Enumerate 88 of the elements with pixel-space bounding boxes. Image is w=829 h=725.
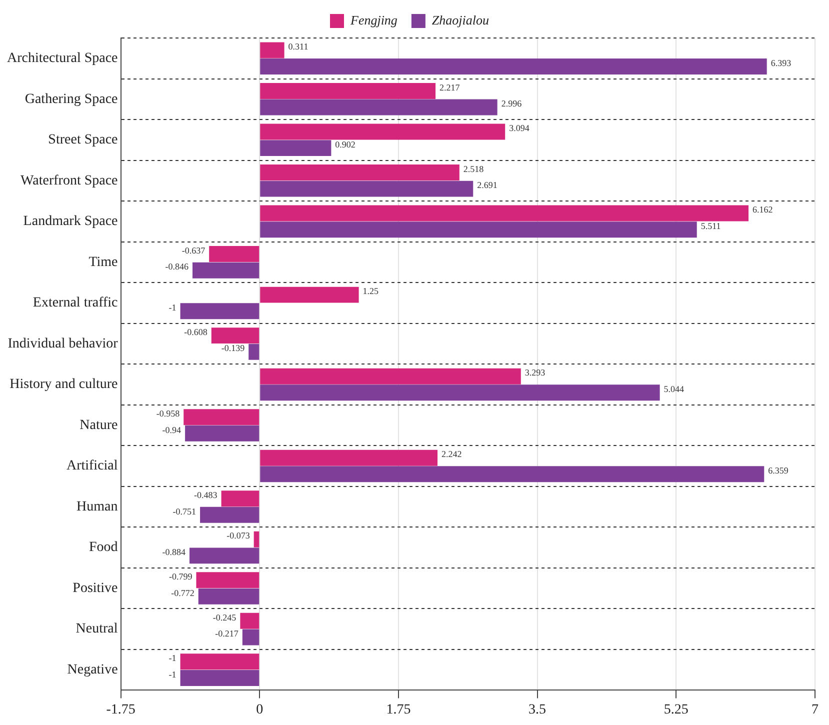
data-label: -0.245 — [212, 612, 237, 622]
data-label: -0.799 — [168, 572, 193, 582]
data-label: -0.772 — [171, 588, 194, 598]
bar — [260, 124, 506, 140]
data-label: 3.094 — [509, 123, 530, 134]
data-label: 2.996 — [501, 98, 522, 109]
data-label: -0.073 — [226, 530, 250, 541]
data-label: -0.483 — [194, 490, 218, 500]
data-label: 2.217 — [440, 82, 460, 92]
bar — [242, 629, 260, 646]
y-tick-label: Time — [88, 254, 118, 270]
data-label: 3.293 — [524, 368, 546, 378]
data-label: -1 — [168, 669, 176, 680]
bar — [192, 262, 260, 278]
y-tick-label: Food — [88, 540, 118, 556]
y-tick-label: External traffic — [32, 296, 118, 311]
y-tick-label: Nature — [80, 418, 118, 433]
bar — [211, 328, 260, 344]
x-tick-label: 3.5 — [528, 702, 546, 718]
bar — [209, 246, 260, 262]
bar — [221, 490, 260, 507]
y-tick-label: Individual behavior — [8, 336, 118, 352]
bar — [260, 58, 767, 75]
bar — [260, 286, 359, 303]
data-label: 5.044 — [664, 384, 685, 394]
y-tick-label: Street Space — [48, 132, 118, 148]
data-label: 0.311 — [288, 42, 308, 52]
legend-label: Fengjing — [350, 12, 398, 28]
bar — [189, 548, 260, 564]
data-label: 6.393 — [770, 58, 792, 68]
bar — [260, 384, 660, 401]
bar — [180, 670, 260, 686]
bar — [260, 99, 498, 116]
y-tick-label: Gathering Space — [24, 92, 118, 107]
data-label: 0.902 — [335, 139, 356, 150]
bar — [184, 409, 260, 426]
data-label: -1 — [168, 653, 176, 664]
bar — [260, 42, 284, 58]
x-tick-label: 0 — [256, 702, 264, 718]
bar — [185, 425, 260, 442]
bar — [196, 572, 260, 588]
data-label: 2.691 — [477, 180, 498, 190]
y-tick-label: Waterfront Space — [20, 173, 118, 188]
data-label: 5.511 — [700, 220, 721, 231]
y-tick-label: Artificial — [66, 458, 118, 474]
bar — [180, 654, 260, 670]
y-tick-label: Neutral — [76, 622, 118, 637]
bar — [200, 506, 260, 523]
data-label: -1 — [168, 302, 176, 312]
data-label: -0.608 — [184, 326, 208, 337]
legend-label: Zhaojialou — [432, 12, 490, 28]
data-label: 6.162 — [752, 204, 773, 215]
data-label: -0.217 — [215, 628, 239, 639]
bar — [260, 83, 436, 99]
data-label: 1.25 — [362, 286, 380, 296]
data-label: -0.884 — [162, 547, 186, 558]
data-label: -0.751 — [172, 506, 196, 516]
bar — [260, 450, 438, 466]
bar — [180, 303, 260, 320]
data-label: -0.139 — [221, 343, 246, 354]
bar — [254, 531, 260, 548]
y-tick-label: Human — [76, 499, 118, 514]
bar — [198, 588, 260, 604]
data-label: 2.242 — [442, 449, 462, 460]
x-tick-label: -1.75 — [106, 702, 136, 718]
data-label: -0.958 — [156, 408, 180, 418]
data-label: -0.94 — [162, 424, 182, 435]
bar — [240, 612, 260, 629]
bar — [260, 466, 764, 482]
bar — [248, 344, 260, 360]
bar — [260, 180, 474, 197]
y-tick-label: History and culture — [10, 377, 118, 392]
x-tick-label: 1.75 — [386, 702, 411, 718]
bar — [260, 164, 460, 181]
y-tick-label: Architectural Space — [6, 51, 118, 66]
data-label: -0.846 — [165, 262, 189, 272]
bar — [260, 222, 697, 238]
bar — [260, 368, 521, 384]
bar — [260, 205, 749, 222]
data-label: 6.359 — [768, 466, 789, 476]
y-tick-label: Landmark Space — [23, 214, 118, 230]
y-tick-label: Positive — [72, 580, 118, 596]
y-tick-label: Negative — [67, 662, 118, 678]
bar — [260, 140, 332, 156]
x-tick-label: 5.25 — [664, 702, 688, 718]
data-label: 2.518 — [463, 164, 484, 174]
data-label: -0.637 — [182, 245, 206, 256]
x-tick-label: 7 — [812, 702, 818, 718]
